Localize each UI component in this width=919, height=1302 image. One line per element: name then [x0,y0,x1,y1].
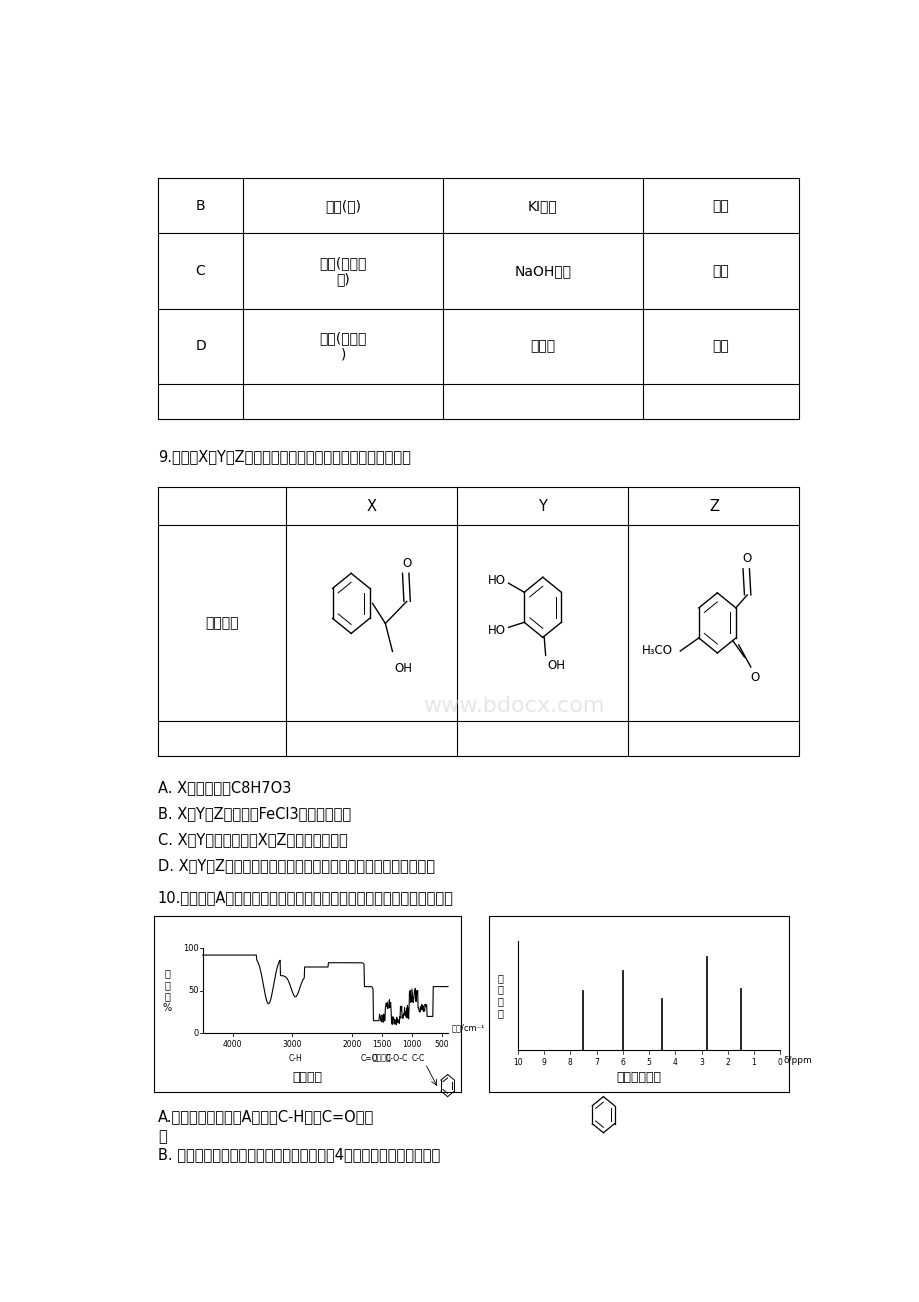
Text: 10.某有机物A的红外光谱和核磁共振氢谱如图所示，下列说法不正确的是: 10.某有机物A的红外光谱和核磁共振氢谱如图所示，下列说法不正确的是 [158,891,453,906]
Text: D. X、Y、Z在一定条件下都能发生取代反应、加成反应和氧化反应: D. X、Y、Z在一定条件下都能发生取代反应、加成反应和氧化反应 [158,858,435,874]
Text: 生石灰: 生石灰 [529,340,555,353]
Text: KI溶液: KI溶液 [528,199,557,212]
Text: 苯环骨架: 苯环骨架 [372,1053,391,1062]
Text: 1: 1 [751,1057,755,1066]
Text: 透
过
率
%: 透 过 率 % [163,969,172,1013]
Text: 9: 9 [541,1057,546,1066]
Text: B. 由核磁共振氢谱可知，该有机物分子中有4种不同化学环境的氢原子: B. 由核磁共振氢谱可知，该有机物分子中有4种不同化学环境的氢原子 [158,1147,439,1163]
Text: 0: 0 [193,1029,199,1038]
Text: NaOH溶液: NaOH溶液 [514,264,571,279]
Text: 乙烯(二氧化
硫): 乙烯(二氧化 硫) [319,256,367,286]
Text: 洗气: 洗气 [712,264,729,279]
Text: 10: 10 [513,1057,522,1066]
Text: 0: 0 [777,1057,782,1066]
Text: H₃CO: H₃CO [641,644,673,658]
Text: 乙醇(少量水
): 乙醇(少量水 ) [319,331,367,362]
Text: 3: 3 [698,1057,703,1066]
Text: C: C [196,264,205,279]
Text: 2000: 2000 [342,1040,361,1049]
Text: 等: 等 [158,1129,166,1144]
Text: 吸
收
强
度: 吸 收 强 度 [497,973,503,1018]
Text: 500: 500 [434,1040,448,1049]
Text: 7: 7 [594,1057,598,1066]
Text: 溴苯(溴): 溴苯(溴) [324,199,361,212]
Text: C-C: C-C [411,1053,425,1062]
Text: D: D [195,340,206,353]
Text: C. X、Y互为同系物，X、Z互为同分异构体: C. X、Y互为同系物，X、Z互为同分异构体 [158,832,347,848]
Text: O: O [402,557,411,570]
Text: 结构简式: 结构简式 [205,616,238,630]
Text: δ/ppm: δ/ppm [783,1056,811,1065]
Text: 蒸馏: 蒸馏 [712,340,729,353]
Bar [489,917,788,1091]
Text: Y: Y [538,499,547,513]
Text: 6: 6 [619,1057,625,1066]
Text: 红外光谱: 红外光谱 [292,1072,323,1085]
Text: O: O [742,552,751,565]
Text: B: B [196,199,205,212]
Text: O: O [750,671,759,684]
Text: A. X的分子式为C8H7O3: A. X的分子式为C8H7O3 [158,780,290,796]
Text: 5: 5 [646,1057,651,1066]
Text: A.由红外光谱可知，A中含有C-H键、C=O键、: A.由红外光谱可知，A中含有C-H键、C=O键、 [158,1109,374,1124]
Text: HO: HO [487,574,505,587]
Text: 100: 100 [183,944,199,953]
Text: C=O: C=O [360,1053,378,1062]
Bar [154,917,460,1091]
Text: 4: 4 [672,1057,677,1066]
Text: Z: Z [709,499,718,513]
Text: X: X [367,499,376,513]
Text: 1000: 1000 [402,1040,421,1049]
Text: B. X、Y、Z均可以和FeCl3发生显色反应: B. X、Y、Z均可以和FeCl3发生显色反应 [158,806,350,822]
Text: 波数/cm⁻¹: 波数/cm⁻¹ [451,1023,484,1032]
Text: 2: 2 [724,1057,730,1066]
Text: 9.有机物X、Y、Z的结构简式如下表所示。下列说法正确的是: 9.有机物X、Y、Z的结构简式如下表所示。下列说法正确的是 [158,449,410,465]
Text: OH: OH [547,659,564,672]
Text: 50: 50 [187,987,199,995]
Text: 核磁共振氢谱: 核磁共振氢谱 [616,1072,661,1085]
Text: www.bdocx.com: www.bdocx.com [423,695,605,716]
Text: 1500: 1500 [372,1040,391,1049]
Text: 3000: 3000 [282,1040,301,1049]
Text: 4000: 4000 [222,1040,242,1049]
Text: 分液: 分液 [712,199,729,212]
Text: C-H: C-H [289,1053,302,1062]
Text: HO: HO [487,624,505,637]
Text: C-O-C: C-O-C [385,1053,408,1062]
Text: OH: OH [393,661,412,674]
Text: 8: 8 [567,1057,572,1066]
